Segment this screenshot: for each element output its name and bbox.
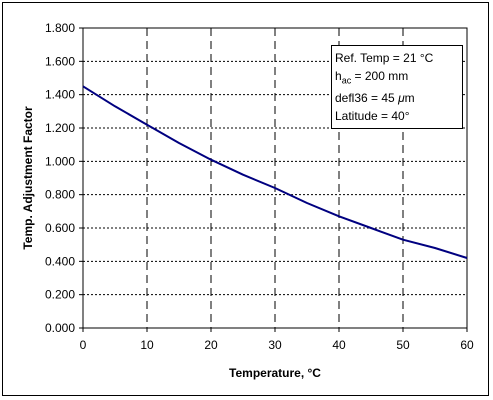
- annotation-hac-value: = 200 mm: [351, 69, 409, 83]
- y-tick-label: 0.000: [45, 321, 75, 335]
- annotation-latitude: Latitude = 40°: [335, 109, 410, 124]
- x-tick-label: 30: [268, 338, 282, 352]
- y-tick-label: 1.200: [45, 121, 75, 135]
- series-line: [82, 85, 468, 259]
- y-tick-label: 0.600: [45, 221, 75, 235]
- x-tick-label: 10: [140, 338, 154, 352]
- annotation-ref-temp: Ref. Temp = 21 °C: [335, 51, 434, 65]
- y-tick-label: 1.800: [45, 21, 75, 35]
- y-axis-title: Temp. Adjustment Factor: [21, 106, 35, 250]
- y-tick-label: 1.000: [45, 154, 75, 168]
- grid: [83, 28, 467, 328]
- x-tick-label: 40: [332, 338, 346, 352]
- annotation-defl: defl36 = 45 μm: [335, 89, 462, 107]
- y-tick-label: 0.200: [45, 288, 75, 302]
- chart-frame: [2, 2, 489, 396]
- tick-marks: [79, 27, 468, 332]
- x-tick-label: 0: [80, 338, 87, 352]
- x-tick-label: 60: [460, 338, 474, 352]
- x-tick-label: 50: [396, 338, 410, 352]
- annotation-defl-unit: m: [404, 91, 415, 106]
- annotation-defl-prefix: defl36 = 45: [335, 91, 399, 106]
- annotation-defl-mu: μ: [398, 91, 405, 106]
- y-tick-label: 1.600: [45, 54, 75, 68]
- annotation-hac-symbol: h: [335, 69, 342, 83]
- x-axis-title: Temperature, °C: [229, 366, 321, 380]
- annotation-hac: hac = 200 mm: [335, 67, 462, 89]
- series: [82, 85, 468, 259]
- y-tick-label: 0.800: [45, 188, 75, 202]
- y-tick-label: 0.400: [45, 254, 75, 268]
- annotation-hac-subscript: ac: [341, 75, 352, 86]
- annotation-box: Ref. Temp = 21 °C hac = 200 mm defl36 = …: [331, 45, 463, 129]
- x-tick-label: 20: [204, 338, 218, 352]
- tick-labels: 0.000 0.200 0.400 0.600 0.800 1.000 1.200 1.400…: [45, 21, 474, 352]
- y-tick-label: 1.400: [45, 88, 75, 102]
